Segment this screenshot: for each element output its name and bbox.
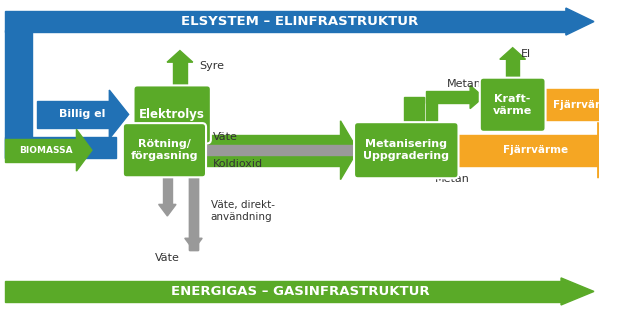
Bar: [5, 137, 116, 158]
Bar: [163, 132, 198, 147]
Bar: [163, 140, 172, 204]
Bar: [542, 89, 609, 120]
Polygon shape: [470, 85, 483, 109]
Bar: [189, 140, 198, 250]
Polygon shape: [609, 77, 619, 133]
Text: El: El: [521, 49, 530, 59]
Polygon shape: [76, 129, 92, 171]
Bar: [5, 281, 561, 302]
Polygon shape: [110, 90, 129, 139]
Polygon shape: [598, 122, 617, 178]
Polygon shape: [358, 141, 370, 160]
Text: Syre: Syre: [199, 61, 224, 71]
Bar: [426, 97, 437, 126]
Text: ENERGIGAS – GASINFRASTRUKTUR: ENERGIGAS – GASINFRASTRUKTUR: [171, 285, 429, 298]
FancyBboxPatch shape: [134, 85, 211, 143]
Polygon shape: [396, 159, 433, 174]
Text: Fjärrvärme: Fjärrvärme: [503, 145, 568, 155]
Polygon shape: [167, 51, 193, 62]
FancyBboxPatch shape: [354, 122, 459, 178]
Text: ELSYSTEM – ELINFRASTRUKTUR: ELSYSTEM – ELINFRASTRUKTUR: [181, 15, 418, 28]
Bar: [189, 145, 358, 155]
Text: Billig el: Billig el: [59, 110, 105, 120]
Bar: [426, 91, 470, 103]
Polygon shape: [134, 158, 171, 173]
Text: Koldioxid: Koldioxid: [213, 159, 263, 169]
Text: Rötning/
förgasning: Rötning/ förgasning: [131, 139, 198, 162]
Text: Gas: Gas: [148, 180, 158, 203]
Text: Väte: Väte: [125, 158, 150, 168]
Polygon shape: [500, 48, 526, 59]
Polygon shape: [158, 204, 176, 216]
Polygon shape: [561, 278, 594, 305]
Bar: [189, 155, 198, 250]
Bar: [454, 135, 598, 166]
Text: Väte: Väte: [213, 132, 238, 142]
Text: Väte, direkt-
användning: Väte, direkt- användning: [211, 200, 275, 222]
Bar: [5, 139, 76, 162]
Text: Gas: Gas: [409, 199, 419, 223]
Bar: [5, 11, 566, 32]
Bar: [5, 30, 32, 158]
FancyBboxPatch shape: [123, 123, 206, 177]
Text: Metan: Metan: [435, 174, 470, 184]
Text: Kraft-
värme: Kraft- värme: [493, 94, 532, 116]
Bar: [37, 101, 110, 128]
Bar: [202, 135, 340, 166]
Text: Väte: Väte: [155, 253, 180, 263]
Bar: [173, 62, 187, 89]
Text: BIOMASSA: BIOMASSA: [20, 146, 73, 155]
Bar: [506, 59, 519, 81]
Text: Elektrolys: Elektrolys: [139, 108, 205, 121]
Polygon shape: [340, 121, 358, 180]
FancyBboxPatch shape: [480, 78, 545, 132]
Bar: [143, 96, 163, 158]
Text: Metanisering
Uppgradering: Metanisering Uppgradering: [363, 139, 449, 162]
Polygon shape: [184, 238, 202, 250]
Polygon shape: [566, 8, 594, 35]
Bar: [404, 97, 423, 159]
Text: Fjärrvärme: Fjärrvärme: [553, 100, 618, 110]
Text: Metan: Metan: [447, 79, 482, 89]
